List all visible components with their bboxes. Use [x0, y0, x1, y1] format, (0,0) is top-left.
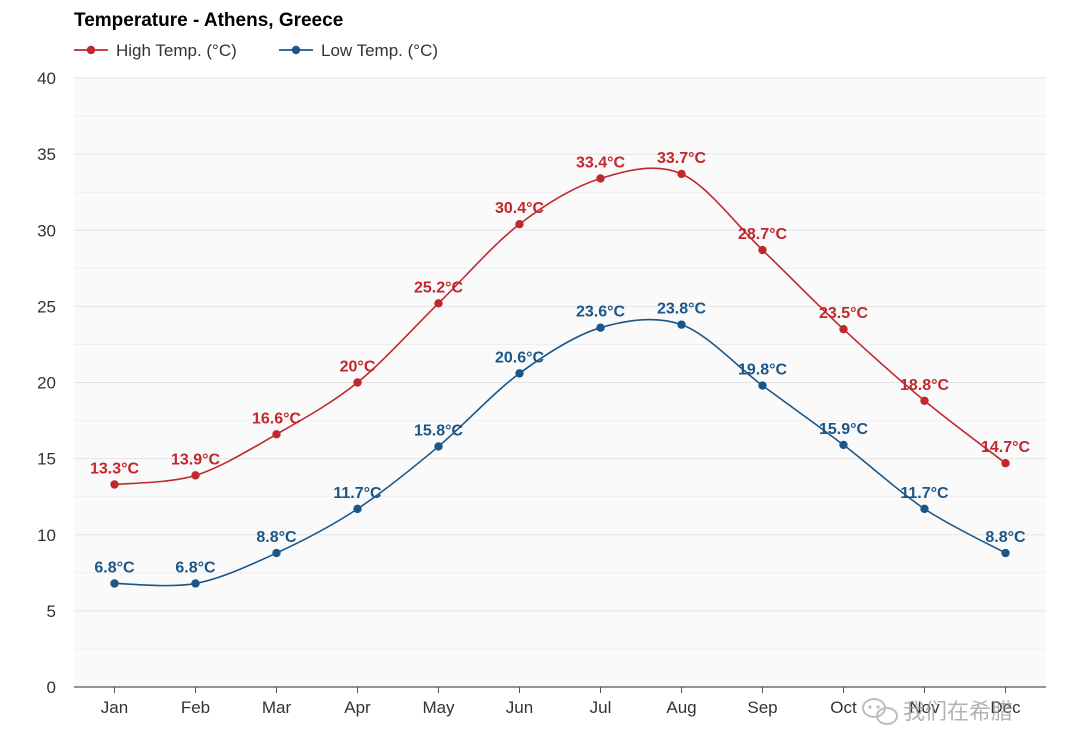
series-group: 13.3°C 13.9°C 16.6°C 20°C 25.2°C 30.4°C 33.4°C… — [90, 150, 1031, 588]
data-point — [1001, 548, 1010, 558]
y-tick-label: 5 — [47, 602, 56, 621]
data-label: 23.5°C — [819, 305, 869, 322]
y-tick-label: 15 — [37, 450, 56, 469]
data-label: 28.7°C — [738, 226, 788, 243]
data-point — [1001, 458, 1010, 468]
x-tick-label: Jul — [590, 698, 612, 717]
data-label: 8.8°C — [985, 529, 1026, 546]
data-label: 11.7°C — [333, 485, 382, 502]
y-tick-label: 20 — [37, 374, 56, 393]
x-tick-label: Sep — [747, 698, 777, 717]
data-point — [596, 174, 605, 183]
chart-title: Temperature - Athens, Greece — [74, 10, 343, 31]
data-point — [272, 548, 281, 558]
data-point — [920, 396, 929, 405]
y-tick-label: 0 — [47, 678, 56, 697]
y-tick-label: 10 — [37, 526, 56, 545]
data-point — [110, 579, 119, 588]
data-label: 13.3°C — [90, 461, 140, 478]
series-high-temp: 13.3°C 13.9°C 16.6°C 20°C 25.2°C 30.4°C 33.4°C… — [90, 150, 1031, 489]
x-tick-label: Aug — [666, 698, 696, 717]
grid-lines — [74, 77, 1046, 650]
data-point — [920, 504, 929, 514]
data-point — [515, 369, 524, 378]
data-label: 15.8°C — [414, 422, 464, 439]
x-tick-label: Jun — [506, 698, 533, 717]
legend-label: Low Temp. (°C) — [321, 41, 438, 60]
data-label: 6.8°C — [94, 559, 135, 576]
data-point — [839, 325, 848, 334]
data-point — [596, 323, 605, 332]
data-label: 6.8°C — [175, 559, 216, 576]
x-tick-label: May — [422, 698, 455, 717]
legend-item[interactable]: High Temp. (°C) — [74, 41, 237, 60]
data-point — [839, 440, 848, 450]
data-point — [434, 442, 443, 451]
watermark: 我们在希腊 — [862, 698, 1013, 725]
x-tick-label: Jan — [101, 698, 128, 717]
y-tick-label: 35 — [37, 145, 56, 164]
data-point — [272, 430, 281, 439]
x-tick-label: Oct — [830, 698, 857, 717]
legend-label: High Temp. (°C) — [116, 41, 237, 60]
data-point — [191, 579, 200, 588]
data-label: 33.4°C — [576, 154, 626, 171]
data-point — [353, 378, 362, 387]
data-point — [758, 381, 767, 390]
data-label: 8.8°C — [256, 529, 297, 546]
legend: High Temp. (°C) Low Temp. (°C) — [74, 41, 438, 60]
data-label: 14.7°C — [981, 439, 1031, 456]
y-tick-label: 25 — [37, 297, 56, 316]
watermark-text: 我们在希腊 — [903, 700, 1013, 725]
data-point — [758, 245, 767, 255]
y-axis: 0 5 10 15 20 25 30 35 40 — [37, 69, 56, 697]
x-tick-label: Apr — [344, 698, 371, 717]
y-tick-label: 40 — [37, 69, 56, 88]
x-tick-label: Feb — [181, 698, 210, 717]
legend-marker — [86, 45, 96, 55]
data-label: 13.9°C — [171, 451, 221, 468]
data-point — [515, 219, 524, 229]
data-label: 23.8°C — [657, 301, 707, 318]
wechat-icon — [862, 698, 898, 725]
data-label: 33.7°C — [657, 150, 707, 167]
data-point — [677, 169, 686, 179]
x-tick-label: Dec — [990, 698, 1021, 717]
data-label: 18.8°C — [900, 377, 950, 394]
data-label: 23.6°C — [576, 304, 626, 321]
data-point — [191, 471, 200, 480]
legend-marker — [291, 45, 301, 55]
data-label: 15.9°C — [819, 421, 869, 438]
data-label: 16.6°C — [252, 410, 302, 427]
data-label: 20°C — [340, 359, 376, 376]
data-label: 19.8°C — [738, 362, 788, 379]
x-tick-label: Mar — [262, 698, 292, 717]
data-point — [110, 480, 119, 489]
data-point — [677, 320, 686, 329]
data-point — [434, 299, 443, 308]
data-label: 30.4°C — [495, 200, 545, 217]
data-point — [353, 504, 362, 514]
data-label: 11.7°C — [900, 485, 949, 502]
series-low-temp: 6.8°C 6.8°C 8.8°C 11.7°C 15.8°C 20.6°C 23.6°C 2… — [94, 301, 1026, 588]
legend-item[interactable]: Low Temp. (°C) — [279, 41, 438, 60]
x-axis: Jan Feb Mar Apr May Jun Jul Aug Sep Oct Nov Dec — [74, 686, 1046, 717]
y-tick-label: 30 — [37, 221, 56, 240]
x-tick-label: Nov — [909, 698, 940, 717]
data-label: 25.2°C — [414, 279, 464, 296]
data-label: 20.6°C — [495, 349, 545, 366]
